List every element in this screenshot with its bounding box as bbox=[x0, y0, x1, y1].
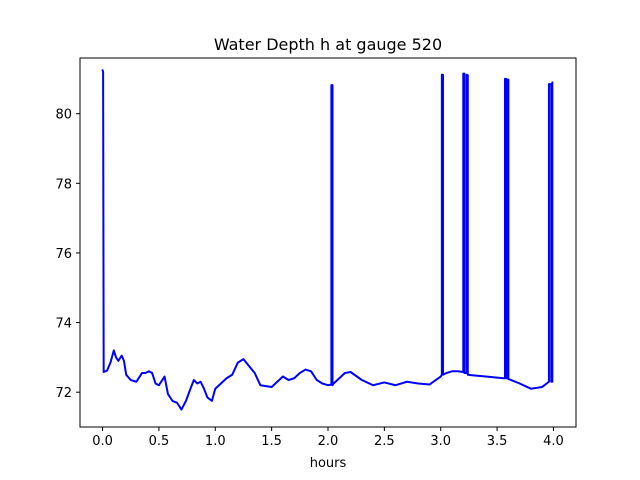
x-tick-label: 3.0 bbox=[430, 434, 451, 449]
x-tick-label: 2.5 bbox=[374, 434, 395, 449]
x-tick-label: 2.0 bbox=[318, 434, 339, 449]
y-tick-label: 80 bbox=[55, 108, 72, 123]
y-axis: 72 74 76 78 80 bbox=[55, 108, 80, 401]
x-tick-label: 1.5 bbox=[261, 434, 282, 449]
x-tick-label: 0.5 bbox=[149, 434, 170, 449]
y-tick-label: 74 bbox=[55, 317, 72, 332]
x-axis: 0.0 0.5 1.0 1.5 2.0 2.5 3.0 3.5 4.0 bbox=[92, 427, 564, 449]
x-axis-label: hours bbox=[310, 456, 347, 471]
y-tick-label: 78 bbox=[55, 177, 72, 192]
x-tick-label: 0.0 bbox=[92, 434, 113, 449]
series-line-0 bbox=[101, 69, 554, 411]
plot-area bbox=[101, 69, 554, 411]
x-tick-label: 1.0 bbox=[205, 434, 226, 449]
x-tick-label: 4.0 bbox=[543, 434, 564, 449]
y-tick-label: 72 bbox=[55, 386, 72, 401]
chart-title: Water Depth h at gauge 520 bbox=[214, 35, 442, 54]
y-tick-label: 76 bbox=[55, 247, 72, 262]
x-tick-label: 3.5 bbox=[487, 434, 508, 449]
plot-frame bbox=[79, 57, 577, 428]
